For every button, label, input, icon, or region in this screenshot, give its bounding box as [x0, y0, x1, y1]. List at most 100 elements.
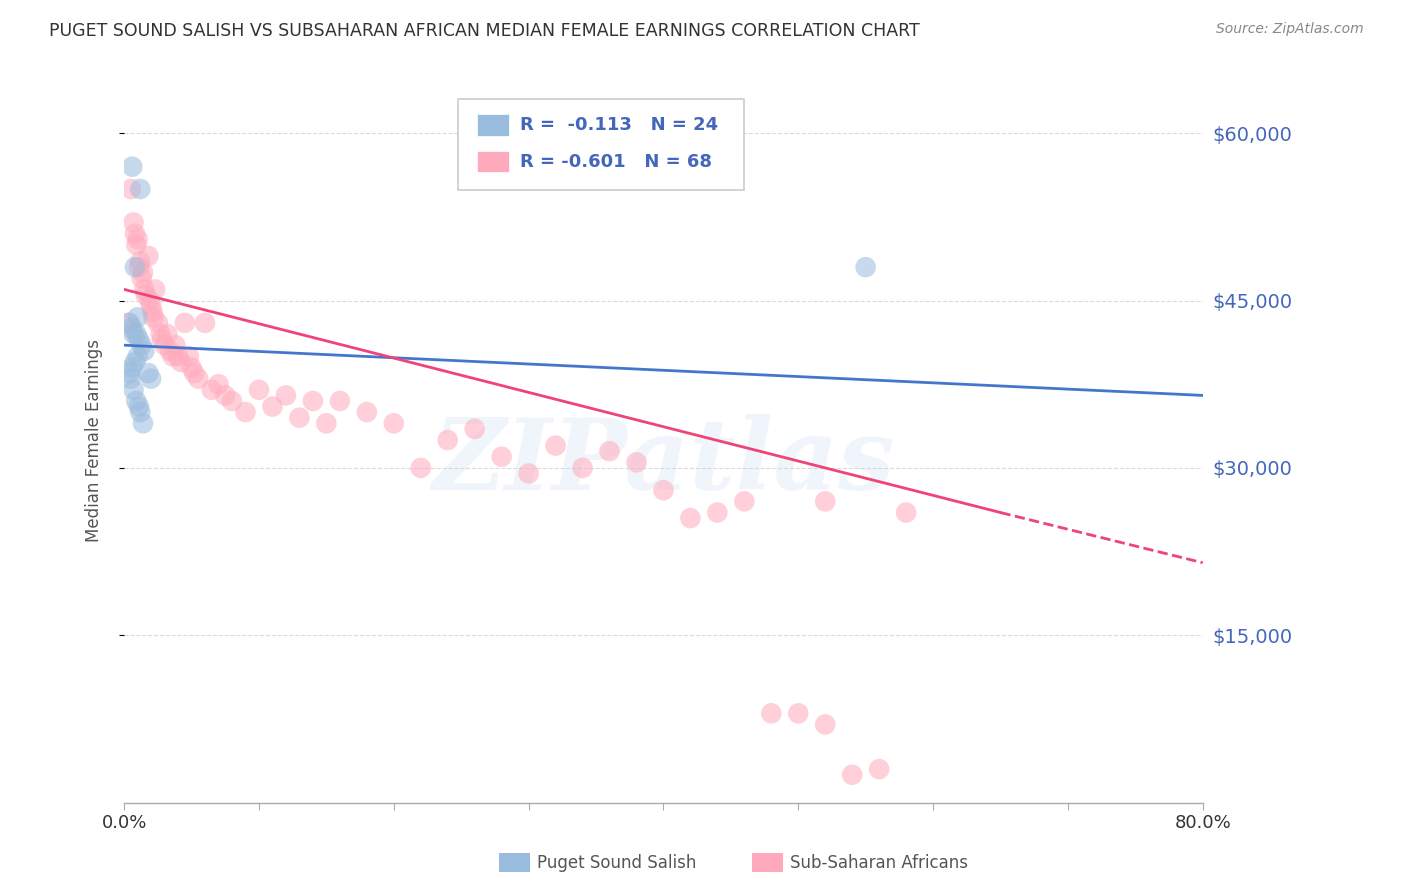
- Point: [274, 388, 297, 402]
- Point: [177, 349, 200, 363]
- Point: [153, 338, 176, 352]
- Point: [207, 377, 229, 392]
- Point: [131, 338, 153, 352]
- Point: [868, 762, 890, 776]
- Point: [125, 237, 148, 252]
- Text: PUGET SOUND SALISH VS SUBSAHARAN AFRICAN MEDIAN FEMALE EARNINGS CORRELATION CHAR: PUGET SOUND SALISH VS SUBSAHARAN AFRICAN…: [49, 22, 920, 40]
- Y-axis label: Median Female Earnings: Median Female Earnings: [86, 339, 103, 541]
- Point: [134, 343, 156, 358]
- Point: [135, 288, 157, 302]
- Point: [262, 400, 284, 414]
- Point: [138, 366, 160, 380]
- Point: [127, 232, 149, 246]
- Point: [129, 254, 152, 268]
- Point: [124, 260, 146, 274]
- Point: [436, 433, 458, 447]
- Point: [122, 326, 145, 341]
- FancyBboxPatch shape: [477, 114, 509, 136]
- Point: [329, 394, 352, 409]
- Point: [409, 461, 432, 475]
- Point: [288, 410, 311, 425]
- Point: [599, 444, 621, 458]
- Point: [841, 768, 863, 782]
- Point: [121, 360, 143, 375]
- Point: [141, 304, 163, 318]
- Point: [125, 326, 148, 341]
- Point: [146, 316, 169, 330]
- Point: [706, 506, 728, 520]
- Point: [652, 483, 675, 498]
- Point: [150, 333, 173, 347]
- Point: [814, 717, 837, 731]
- Point: [120, 372, 142, 386]
- Point: [142, 310, 165, 325]
- Point: [127, 310, 149, 325]
- Text: ZIPatlas: ZIPatlas: [432, 414, 894, 510]
- Point: [733, 494, 755, 508]
- Point: [127, 349, 149, 363]
- Point: [517, 467, 540, 481]
- Point: [170, 355, 193, 369]
- Point: [464, 422, 486, 436]
- Point: [139, 299, 162, 313]
- Point: [132, 417, 155, 431]
- Point: [124, 227, 146, 241]
- Point: [214, 388, 236, 402]
- Point: [626, 455, 648, 469]
- Point: [165, 338, 187, 352]
- Point: [235, 405, 257, 419]
- Point: [149, 326, 172, 341]
- Point: [117, 316, 139, 330]
- Point: [121, 160, 143, 174]
- Point: [247, 383, 270, 397]
- Point: [121, 321, 143, 335]
- Point: [128, 260, 150, 274]
- Text: R =  -0.113   N = 24: R = -0.113 N = 24: [520, 116, 718, 135]
- Point: [132, 266, 155, 280]
- Point: [131, 271, 153, 285]
- Point: [761, 706, 783, 721]
- Point: [118, 366, 141, 380]
- Text: R = -0.601   N = 68: R = -0.601 N = 68: [520, 153, 711, 170]
- FancyBboxPatch shape: [458, 99, 744, 190]
- Point: [173, 316, 195, 330]
- Point: [187, 372, 209, 386]
- Point: [679, 511, 702, 525]
- FancyBboxPatch shape: [477, 151, 509, 172]
- Point: [156, 326, 179, 341]
- Point: [128, 333, 150, 347]
- Point: [315, 417, 337, 431]
- Point: [194, 316, 217, 330]
- Point: [139, 293, 162, 308]
- Point: [125, 394, 148, 409]
- Point: [138, 249, 160, 263]
- Point: [120, 182, 142, 196]
- Point: [162, 349, 184, 363]
- Point: [134, 282, 156, 296]
- Text: Sub-Saharan Africans: Sub-Saharan Africans: [790, 854, 969, 871]
- Point: [201, 383, 224, 397]
- Point: [129, 405, 152, 419]
- Point: [183, 366, 205, 380]
- Text: Source: ZipAtlas.com: Source: ZipAtlas.com: [1216, 22, 1364, 37]
- Point: [302, 394, 325, 409]
- Point: [382, 417, 405, 431]
- Point: [814, 494, 837, 508]
- Point: [129, 182, 152, 196]
- Point: [118, 316, 141, 330]
- Point: [787, 706, 810, 721]
- Text: Puget Sound Salish: Puget Sound Salish: [537, 854, 696, 871]
- Point: [571, 461, 593, 475]
- Point: [128, 400, 150, 414]
- Point: [221, 394, 243, 409]
- Point: [139, 372, 162, 386]
- Point: [894, 506, 917, 520]
- Point: [124, 355, 146, 369]
- Point: [143, 282, 166, 296]
- Point: [491, 450, 513, 464]
- Point: [855, 260, 877, 274]
- Point: [544, 439, 567, 453]
- Point: [122, 383, 145, 397]
- Point: [180, 360, 202, 375]
- Point: [356, 405, 378, 419]
